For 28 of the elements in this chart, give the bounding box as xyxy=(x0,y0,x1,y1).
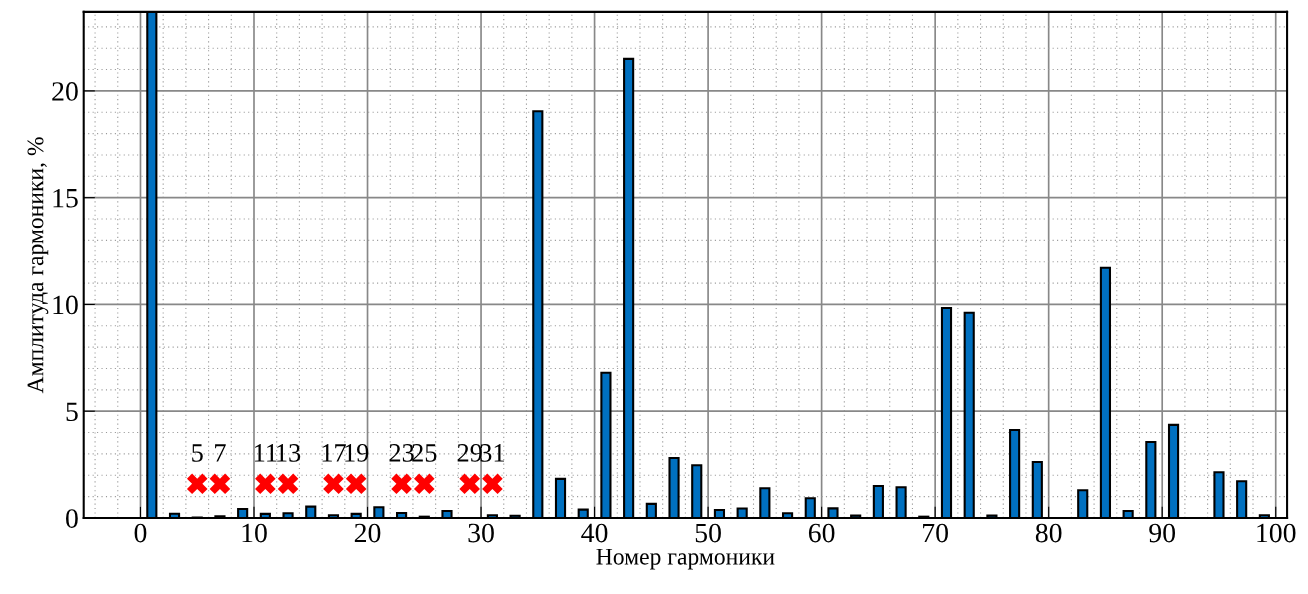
y-tick-label: 15 xyxy=(53,188,78,208)
x-tick-label: 60 xyxy=(808,523,835,543)
y-tick-label: 20 xyxy=(52,82,78,101)
y-tick-label: 0 xyxy=(66,509,78,528)
annotation: 13 xyxy=(277,444,301,462)
annotation: 5 xyxy=(192,444,203,462)
x-tick-label: 80 xyxy=(1035,523,1062,543)
annotation: 31 xyxy=(480,444,505,462)
x-tick-label: 50 xyxy=(695,523,721,543)
annotation: 29 xyxy=(457,444,482,462)
y-axis-title: Амплитуда гармоники, % xyxy=(27,137,49,394)
annotation: 23 xyxy=(389,444,414,462)
y-tick-label: 10 xyxy=(53,295,78,315)
x-tick-label: 0 xyxy=(134,523,147,543)
x-axis-title: Номер гармоники xyxy=(596,548,775,570)
x-tick-label: 20 xyxy=(354,523,381,543)
annotation: 7 xyxy=(215,444,226,462)
x-tick-label: 40 xyxy=(581,523,608,543)
x-tick-label: 90 xyxy=(1149,523,1176,543)
annotation: 11 xyxy=(254,444,277,462)
y-tick-label: 5 xyxy=(66,402,78,422)
x-tick-label: 100 xyxy=(1257,523,1296,543)
annotation: 17 xyxy=(322,444,346,462)
x-tick-label: 10 xyxy=(242,523,267,543)
annotation: 25 xyxy=(412,444,437,462)
x-tick-label: 70 xyxy=(923,523,948,543)
x-tick-label: 30 xyxy=(468,523,494,543)
annotation: 19 xyxy=(345,444,369,462)
